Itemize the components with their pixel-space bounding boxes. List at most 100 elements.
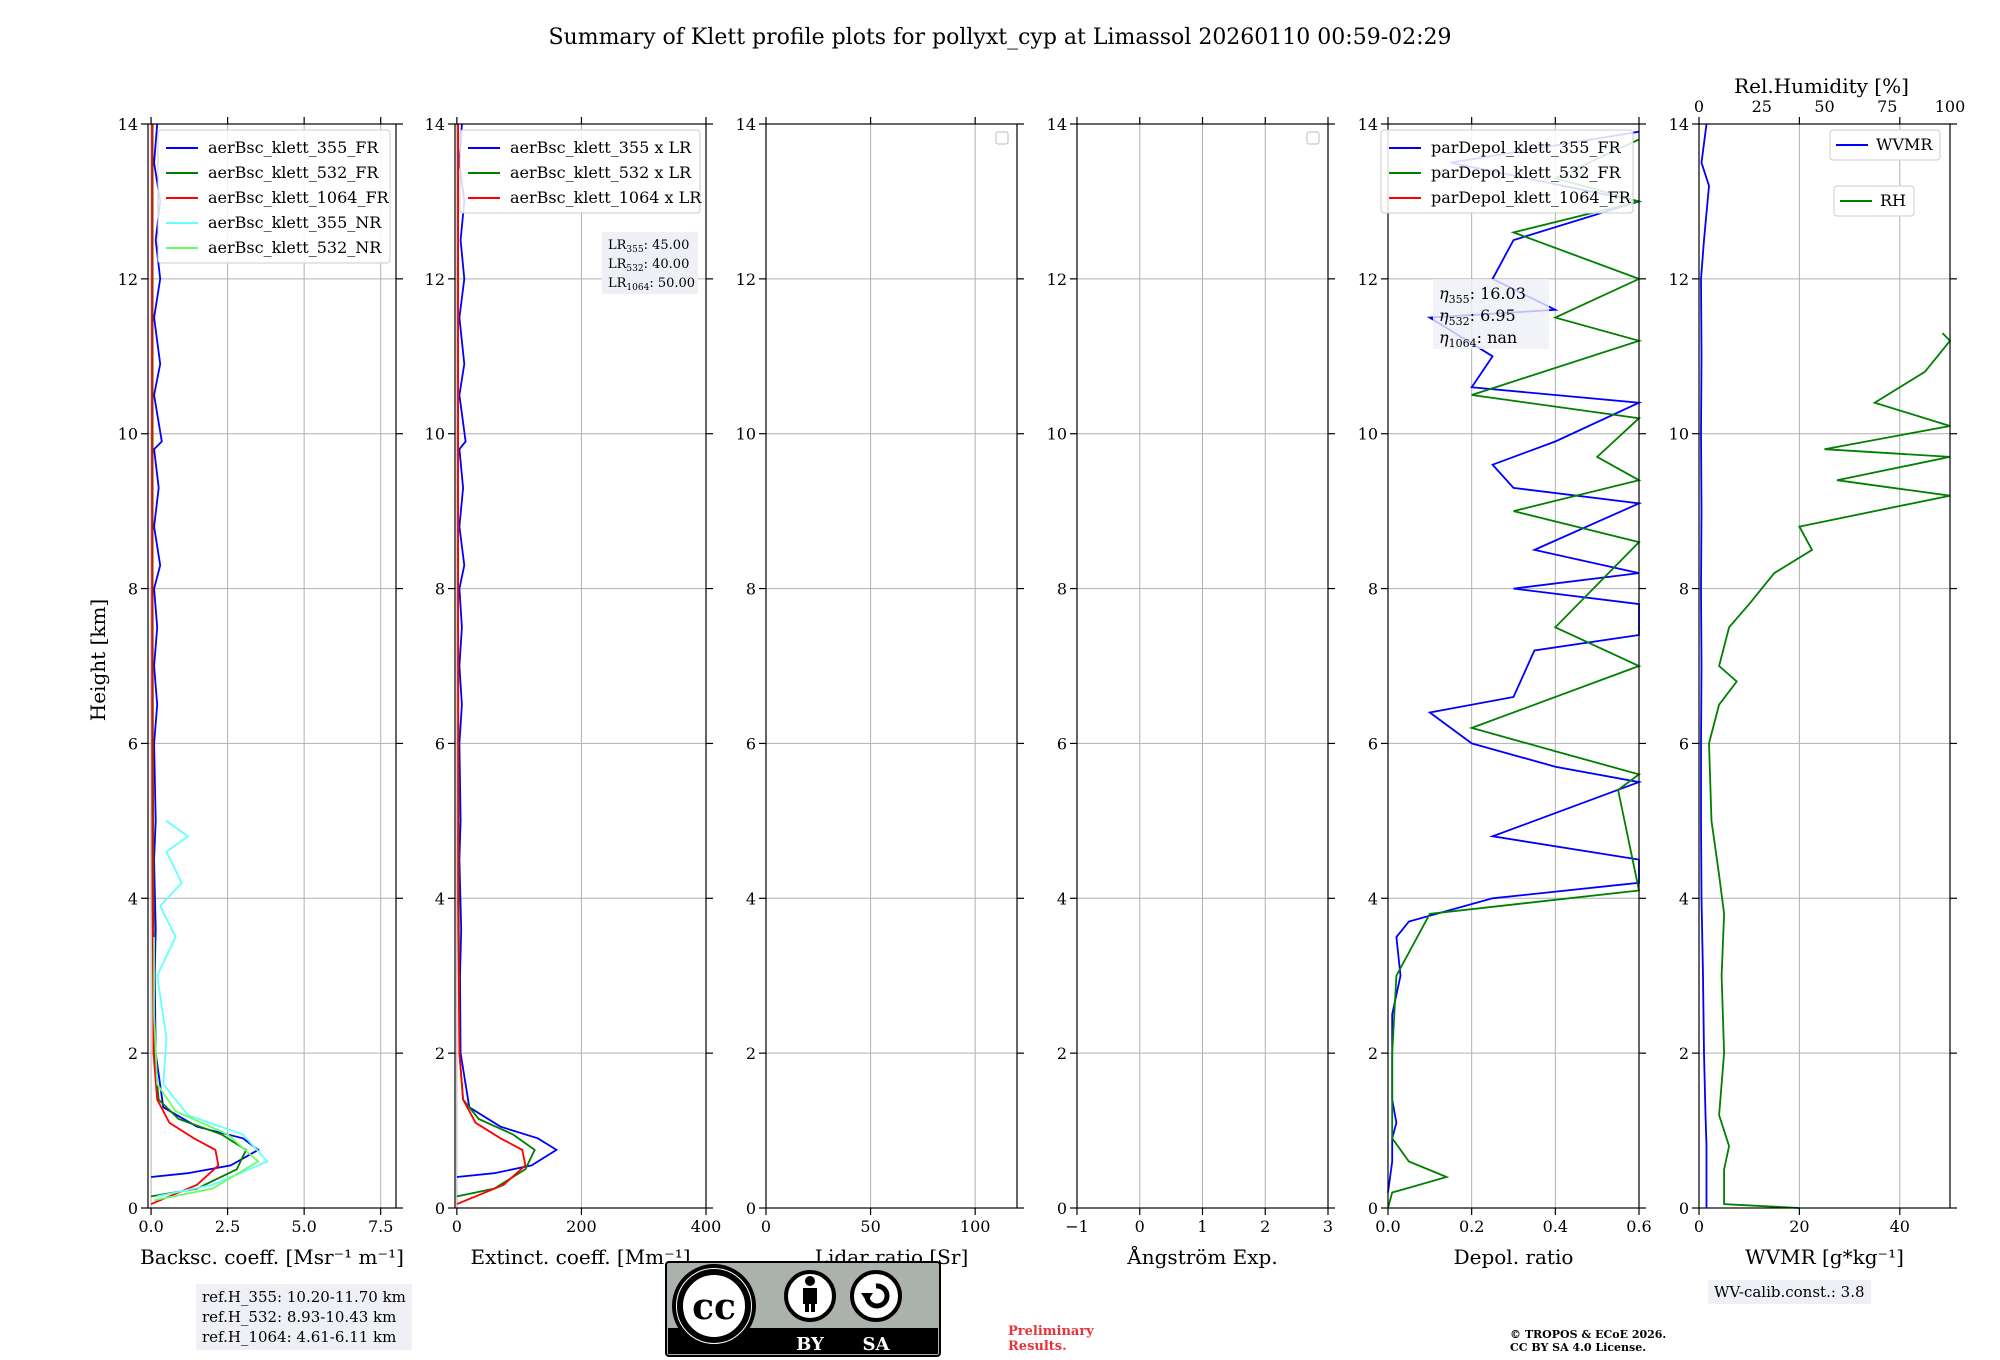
y-tick-label: 0 [128,1199,138,1218]
y-tick-label: 8 [746,580,756,599]
x-tick-label: 5.0 [291,1217,316,1236]
x-axis-label: Ångström Exp. [1126,1244,1277,1269]
eta-entry-532: η532: 6.95 [1439,306,1516,328]
legend-entry: parDepol_klett_355_FR [1431,138,1622,157]
y-tick-label: 2 [1679,1044,1689,1063]
figure-title: Summary of Klett profile plots for polly… [548,25,1451,50]
y-tick-label: 4 [435,889,445,908]
y-tick-label: 8 [1679,580,1689,599]
x-tick-label: 2 [1260,1217,1270,1236]
cc-icon: cc [692,1286,736,1328]
series-line-aerBsc_klett_355_NR [156,820,269,1198]
top-tick-label: 25 [1752,97,1772,116]
x-tick-label: 0 [761,1217,771,1236]
legend-box [157,129,391,264]
plot-frame [147,123,397,1209]
reference-heights-box: ref.H_355: 10.20-11.70 km ref.H_532: 8.9… [196,1284,412,1350]
series-line-WVMR [1700,123,1710,1208]
copyright-line-1: © TROPOS & ECoE 2026. [1510,1328,1667,1341]
wv-calib-box: WV-calib.const.: 3.8 [1708,1280,1871,1304]
series-line-aerBsc_klett_1064_FR [150,124,220,1205]
legend-box [459,129,701,214]
y-axis-label: Height [km] [86,599,110,721]
preliminary-line-2: Results. [1008,1339,1067,1354]
legend-entry: aerBsc_klett_355_FR [208,138,379,157]
y-tick-label: 6 [435,734,445,753]
preliminary-note: Preliminary Results. [1008,1324,1094,1354]
y-tick-label: 4 [1368,889,1378,908]
x-tick-label: 0.6 [1626,1217,1651,1236]
top-tick-label: 0 [1694,97,1704,116]
x-tick-label: 0 [452,1217,462,1236]
plot-frame [454,123,707,1209]
y-tick-label: 4 [746,889,756,908]
y-tick-label: 4 [128,889,138,908]
x-tick-label: 40 [1890,1217,1910,1236]
y-tick-label: 14 [425,115,445,134]
y-tick-label: 8 [128,580,138,599]
x-tick-label: 0.0 [138,1217,163,1236]
panel-wv: 0 2 4 6 8 10 12 14 0 20 40 WVMR [g*kg⁻¹] 0 25 50 75 100 R… [1669,74,1966,1269]
x-tick-label: 200 [566,1217,597,1236]
legend-box [1833,185,1915,217]
y-tick-label: 8 [1057,580,1067,599]
x-tick-label: 0.2 [1459,1217,1484,1236]
y-tick-label: 0 [746,1199,756,1218]
y-tick-label: 10 [736,425,756,444]
ref-height-532: ref.H_532: 8.93-10.43 km [202,1308,397,1326]
series-line-aerBsc_klett_355_FR [151,123,260,1178]
y-tick-label: 10 [1047,425,1067,444]
series-line-aerBsc_klett_532 x LR [456,124,536,1198]
x-tick-label: 50 [860,1217,880,1236]
legend-entry: parDepol_klett_1064_FR [1431,188,1632,207]
x-tick-label: 0 [1694,1217,1704,1236]
x-tick-label: 3 [1323,1217,1333,1236]
y-tick-label: 12 [1358,270,1378,289]
legend-box [1829,129,1941,161]
copyright-line-2: CC BY SA 4.0 License. [1510,1341,1647,1354]
y-tick-label: 10 [1669,425,1689,444]
y-tick-label: 0 [1368,1199,1378,1218]
copyright-note: © TROPOS & ECoE 2026. CC BY SA 4.0 Licen… [1510,1328,1666,1354]
x-tick-label: 0.0 [1375,1217,1400,1236]
y-tick-label: 8 [1368,580,1378,599]
y-tick-label: 10 [425,425,445,444]
preliminary-line-1: Preliminary [1008,1324,1094,1339]
y-tick-label: 4 [1057,889,1067,908]
y-tick-label: 0 [1057,1199,1067,1218]
x-tick-label: 400 [691,1217,722,1236]
ref-height-355: ref.H_355: 10.20-11.70 km [202,1288,406,1306]
y-tick-label: 2 [128,1044,138,1063]
lr-entry-1064: LR1064: 50.00 [608,276,695,293]
cc-by-sa-badge: cc BY SA [665,1261,941,1357]
series-line-RH [1708,332,1952,1209]
panel-depol: 0 2 4 6 8 10 12 14 0.0 0.2 0.4 0.6 Depol. ratio parDe… [1358,115,1652,1269]
lr-entry-355: LR355: 45.00 [608,238,689,255]
legend-entry: aerBsc_klett_355 x LR [510,138,692,157]
y-tick-label: 6 [1679,734,1689,753]
series-line-aerBsc_klett_1064 x LR [456,124,527,1205]
y-tick-label: 6 [1368,734,1378,753]
panel-bsc: 0 2 4 6 8 10 12 14 0.0 2.5 5.0 7.5 Backsc. coeff. [M… [118,115,404,1269]
y-tick-label: 14 [118,115,138,134]
y-tick-label: 2 [1057,1044,1067,1063]
series-line-parDepol_klett_532_FR [1387,138,1643,1209]
x-axis-label: Depol. ratio [1454,1245,1574,1269]
y-tick-label: 14 [1047,115,1067,134]
legend-entry: parDepol_klett_532_FR [1431,163,1622,182]
y-tick-label: 10 [118,425,138,444]
x-tick-label: 1 [1197,1217,1207,1236]
ref-height-1064: ref.H_1064: 4.61-6.11 km [202,1328,397,1346]
y-tick-label: 2 [435,1044,445,1063]
lr-box [602,232,698,294]
y-tick-label: 4 [1679,889,1689,908]
top-tick-label: 50 [1814,97,1834,116]
y-tick-label: 2 [1368,1044,1378,1063]
legend-entry: aerBsc_klett_532_FR [208,163,379,182]
legend-entry: aerBsc_klett_355_NR [208,213,382,232]
y-tick-label: 12 [425,270,445,289]
